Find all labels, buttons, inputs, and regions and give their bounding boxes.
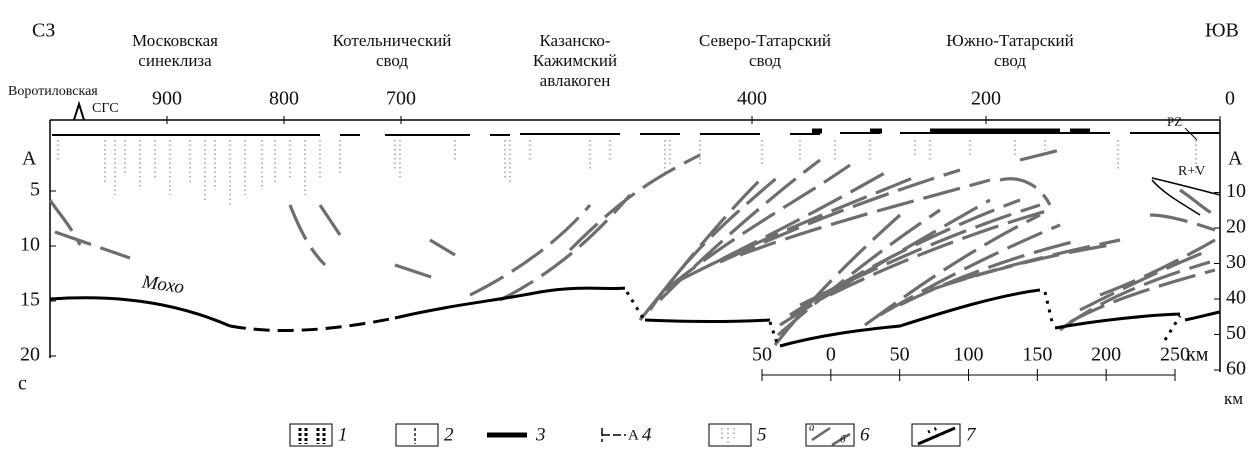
well-symbol bbox=[74, 104, 84, 120]
tick-label: 50 bbox=[752, 344, 772, 366]
tick-label: 50 bbox=[890, 344, 910, 366]
distance-ticks: 900 800 700 400 200 0 bbox=[152, 88, 1235, 124]
horizon-label: A bbox=[1228, 148, 1243, 170]
pz-label: PZ bbox=[1167, 114, 1182, 129]
stipple-zones bbox=[58, 140, 1196, 205]
tick-label: 100 bbox=[954, 344, 984, 366]
region-label: авлакоген bbox=[540, 71, 611, 90]
legend-number: 6 bbox=[860, 424, 870, 445]
region-label: Московская bbox=[132, 31, 218, 50]
legend-sub: б bbox=[840, 434, 846, 446]
direction-right: ЮВ bbox=[1205, 20, 1239, 42]
region-label: синеклиза bbox=[138, 51, 212, 70]
tick-label: 5 bbox=[30, 179, 40, 201]
tick-label: 0 bbox=[1225, 88, 1235, 110]
region-label: свод bbox=[376, 51, 408, 70]
horizon-label: A bbox=[22, 148, 37, 170]
tick-label: 15 bbox=[20, 289, 40, 311]
depth-unit: км bbox=[1224, 389, 1243, 408]
tick-label: 10 bbox=[1226, 180, 1246, 202]
profile-figure: СЗ ЮВ МосковскаясинеклизаКотельническийс… bbox=[0, 0, 1257, 450]
region-label: свод bbox=[749, 51, 781, 70]
tick-label: 40 bbox=[1226, 287, 1246, 309]
tick-label: 30 bbox=[1226, 251, 1246, 273]
tick-label: 150 bbox=[1022, 344, 1052, 366]
scale-unit: км bbox=[1186, 344, 1209, 366]
well-name: Воротиловская bbox=[8, 84, 98, 99]
tick-label: 200 bbox=[971, 88, 1001, 110]
tick-label: 10 bbox=[20, 234, 40, 256]
region-label: Казанско- bbox=[539, 31, 610, 50]
moho-label: Мохо bbox=[140, 271, 186, 298]
region-labels: МосковскаясинеклизаКотельническийсводКаз… bbox=[132, 31, 1074, 90]
rv-boundary bbox=[1152, 178, 1220, 215]
tick-label: 50 bbox=[1226, 322, 1246, 344]
reflectors bbox=[50, 150, 1215, 345]
depth-ticks: 10 20 30 40 50 60 bbox=[1214, 180, 1246, 380]
tick-label: 20 bbox=[1226, 216, 1246, 238]
time-unit: с bbox=[18, 373, 27, 395]
tick-label: 20 bbox=[20, 344, 40, 366]
region-label: свод bbox=[994, 51, 1026, 70]
tick-label: 200 bbox=[1091, 344, 1121, 366]
legend-number: 1 bbox=[338, 424, 348, 445]
legend-number: 4 bbox=[642, 424, 652, 445]
legend-number: 3 bbox=[535, 424, 546, 445]
region-label: Южно-Татарский bbox=[946, 31, 1073, 50]
well-name: СГС bbox=[92, 101, 119, 116]
tick-label: 800 bbox=[269, 88, 299, 110]
rv-label: R+V bbox=[1178, 164, 1205, 179]
legend-sub: а bbox=[809, 422, 815, 434]
tick-label: 0 bbox=[826, 344, 836, 366]
region-label: Кажимский bbox=[533, 51, 617, 70]
tick-label: 400 bbox=[737, 88, 767, 110]
legend-number: 7 bbox=[966, 424, 977, 445]
tick-label: 900 bbox=[152, 88, 182, 110]
tick-label: 700 bbox=[386, 88, 416, 110]
legend-number: 2 bbox=[444, 424, 454, 445]
direction-left: СЗ bbox=[32, 20, 55, 42]
legend-letter: A bbox=[628, 427, 639, 443]
region-label: Котельнический bbox=[333, 31, 452, 50]
tick-label: 60 bbox=[1226, 358, 1246, 380]
legend: 1 2 3 A 4 5 а б 6 7 bbox=[290, 422, 977, 446]
legend-number: 5 bbox=[757, 424, 767, 445]
region-label: Северо-Татарский bbox=[699, 31, 831, 50]
moho bbox=[50, 288, 1220, 346]
